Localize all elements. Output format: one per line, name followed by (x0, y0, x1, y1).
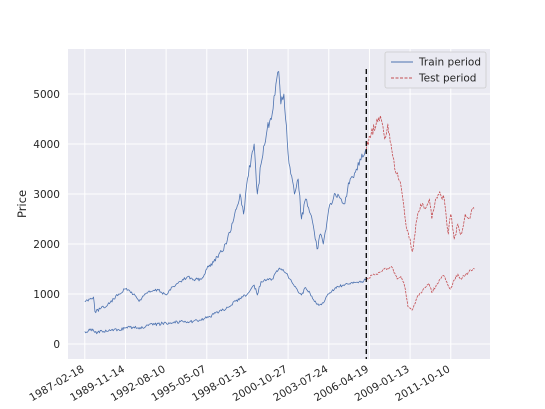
series-layer (84, 71, 475, 335)
grid-lines (68, 49, 490, 359)
legend-label-train: Train period (418, 57, 481, 69)
legend-box (384, 51, 487, 89)
x-tick-labels: 1987-02-181989-11-141992-08-101995-05-07… (27, 363, 452, 404)
plot-background (68, 49, 490, 359)
legend: Train period Test period (384, 51, 487, 89)
y-tick-label: 1000 (33, 289, 60, 301)
legend-label-test: Test period (418, 73, 476, 85)
y-tick-label: 4000 (33, 139, 60, 151)
y-tick-label: 3000 (33, 189, 60, 201)
y-axis-label: Price (15, 190, 29, 218)
series-line-1 (365, 115, 475, 252)
y-tick-label: 0 (53, 339, 60, 351)
y-tick-label: 2000 (33, 239, 60, 251)
y-tick-label: 5000 (33, 89, 60, 101)
series-line-2 (84, 267, 367, 335)
series-line-3 (366, 266, 475, 311)
series-line-0 (84, 71, 367, 314)
y-tick-labels: 0 1000 2000 3000 4000 5000 (33, 89, 60, 351)
